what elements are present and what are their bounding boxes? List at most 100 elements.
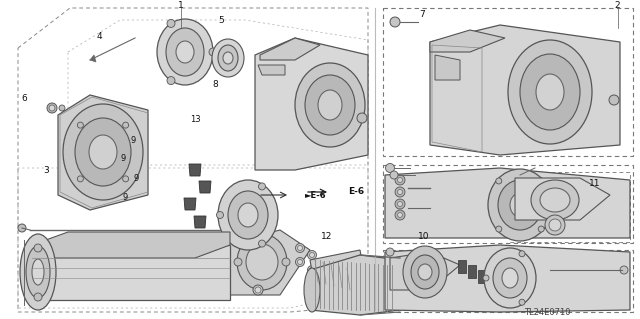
Circle shape	[234, 258, 242, 266]
Polygon shape	[189, 164, 201, 176]
Ellipse shape	[218, 180, 278, 250]
Ellipse shape	[520, 54, 580, 130]
Circle shape	[395, 210, 405, 220]
Circle shape	[319, 257, 328, 266]
Circle shape	[395, 175, 405, 185]
Circle shape	[49, 105, 55, 111]
Ellipse shape	[63, 104, 143, 200]
Circle shape	[18, 224, 26, 232]
Circle shape	[307, 250, 317, 259]
Circle shape	[390, 17, 400, 27]
Polygon shape	[310, 255, 400, 315]
Polygon shape	[478, 270, 486, 283]
Circle shape	[307, 265, 317, 275]
Ellipse shape	[403, 246, 447, 298]
Circle shape	[496, 226, 502, 232]
Circle shape	[386, 248, 394, 256]
Text: 9: 9	[122, 193, 127, 202]
Circle shape	[298, 246, 303, 250]
Ellipse shape	[20, 234, 56, 310]
Polygon shape	[32, 232, 230, 258]
Text: 10: 10	[418, 232, 429, 241]
Text: 5: 5	[218, 16, 223, 25]
Text: 8: 8	[212, 80, 218, 89]
Circle shape	[385, 164, 394, 173]
Circle shape	[34, 244, 42, 252]
Ellipse shape	[295, 63, 365, 147]
Text: 9: 9	[134, 174, 139, 183]
Polygon shape	[258, 65, 285, 75]
Bar	[383, 8, 633, 156]
Text: 13: 13	[190, 115, 200, 124]
Circle shape	[259, 240, 266, 247]
Ellipse shape	[237, 234, 287, 290]
Polygon shape	[194, 216, 206, 228]
Circle shape	[545, 215, 565, 235]
Polygon shape	[390, 252, 460, 290]
Ellipse shape	[238, 203, 258, 227]
Ellipse shape	[502, 268, 518, 288]
Polygon shape	[220, 230, 310, 295]
Polygon shape	[430, 25, 620, 155]
Circle shape	[209, 48, 217, 56]
Circle shape	[395, 199, 405, 209]
Circle shape	[282, 258, 290, 266]
Circle shape	[77, 122, 83, 128]
Ellipse shape	[157, 19, 213, 85]
Circle shape	[549, 219, 561, 231]
Ellipse shape	[304, 268, 320, 312]
Bar	[510, 172, 630, 242]
Polygon shape	[310, 250, 365, 288]
Polygon shape	[58, 95, 148, 210]
Ellipse shape	[540, 188, 570, 212]
Circle shape	[496, 178, 502, 184]
Text: 9: 9	[131, 136, 136, 145]
Polygon shape	[430, 30, 505, 52]
Text: 2: 2	[615, 2, 620, 11]
Circle shape	[483, 275, 489, 281]
Bar	[383, 250, 633, 312]
Circle shape	[259, 183, 266, 190]
Polygon shape	[515, 178, 610, 220]
Text: TL24E0710: TL24E0710	[524, 308, 570, 317]
Ellipse shape	[26, 246, 50, 298]
Ellipse shape	[318, 90, 342, 120]
Circle shape	[47, 103, 57, 113]
Polygon shape	[90, 55, 96, 62]
Circle shape	[167, 77, 175, 85]
Text: 7: 7	[420, 10, 425, 19]
Circle shape	[123, 176, 129, 182]
Circle shape	[609, 95, 619, 105]
Polygon shape	[458, 260, 466, 273]
Ellipse shape	[89, 135, 117, 169]
Circle shape	[216, 211, 223, 219]
Ellipse shape	[176, 41, 194, 63]
Circle shape	[167, 19, 175, 27]
Ellipse shape	[228, 191, 268, 239]
Polygon shape	[385, 245, 630, 312]
Circle shape	[123, 122, 129, 128]
Polygon shape	[468, 265, 476, 278]
Polygon shape	[184, 198, 196, 210]
Ellipse shape	[510, 193, 530, 217]
Ellipse shape	[246, 244, 278, 280]
Circle shape	[397, 202, 403, 206]
Polygon shape	[260, 38, 320, 60]
Text: 11: 11	[589, 179, 601, 188]
Polygon shape	[435, 55, 460, 80]
Ellipse shape	[536, 74, 564, 110]
Ellipse shape	[166, 28, 204, 76]
Polygon shape	[385, 168, 630, 238]
Ellipse shape	[484, 248, 536, 308]
Circle shape	[296, 257, 305, 266]
Circle shape	[397, 212, 403, 218]
Circle shape	[253, 285, 263, 295]
Ellipse shape	[212, 39, 244, 77]
Circle shape	[255, 287, 261, 293]
Circle shape	[538, 178, 544, 184]
Ellipse shape	[392, 265, 408, 301]
Circle shape	[395, 187, 405, 197]
Circle shape	[397, 189, 403, 195]
Polygon shape	[199, 181, 211, 193]
Circle shape	[357, 113, 367, 123]
